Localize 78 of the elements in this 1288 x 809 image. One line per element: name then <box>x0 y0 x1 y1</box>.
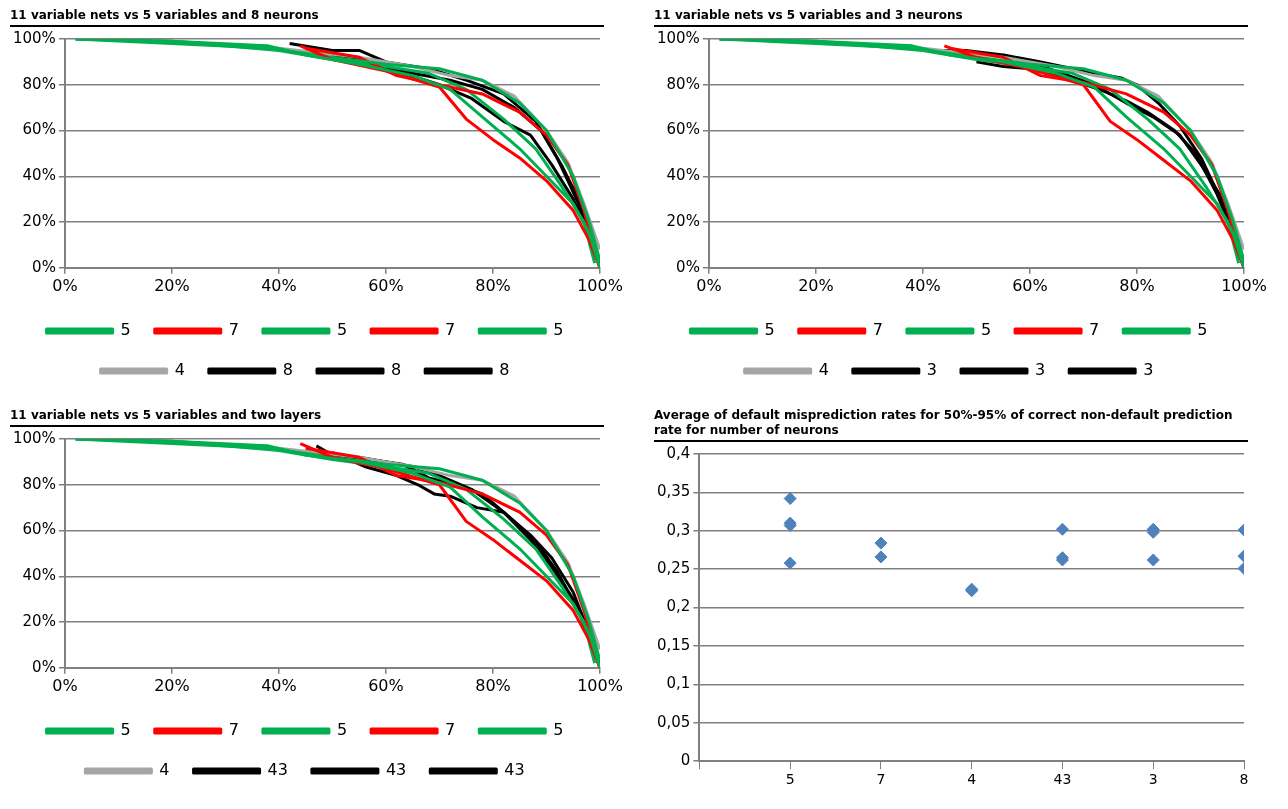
y-tick-label: 60% <box>22 520 56 539</box>
legend-label: 4 <box>818 360 829 380</box>
y-tick-label: 20% <box>666 211 700 230</box>
y-tick-label: 100% <box>12 428 56 447</box>
legend-label: 5 <box>336 320 348 340</box>
x-tick-label: 8 <box>1239 771 1249 788</box>
y-tick-label: 0,35 <box>656 482 691 501</box>
y-tick-label: 60% <box>22 120 56 139</box>
y-tick-label: 0,2 <box>666 597 691 616</box>
y-tick-label: 0,15 <box>656 635 691 654</box>
legend-label: 7 <box>228 320 239 340</box>
x-tick-label: 20% <box>154 675 190 695</box>
x-tick-label: 40% <box>905 275 941 295</box>
chart-title: 11 variable nets vs 5 variables and two layers <box>10 408 604 427</box>
y-tick-label: 80% <box>22 474 56 493</box>
legend-label: 4 <box>174 360 185 380</box>
x-tick-label: 43 <box>1053 771 1072 788</box>
y-tick-label: 80% <box>22 74 56 93</box>
legend-label: 5 <box>120 320 131 340</box>
x-tick-label: 60% <box>368 275 404 295</box>
x-tick-label: 80% <box>475 275 511 295</box>
y-tick-label: 0,05 <box>656 712 691 731</box>
legend-label: 7 <box>228 720 239 740</box>
x-tick-label: 20% <box>154 275 190 295</box>
legend-label: 7 <box>445 720 456 740</box>
legend-label: 7 <box>872 320 883 340</box>
chart-title: 11 variable nets vs 5 variables and 8 neurons <box>10 8 604 27</box>
legend-label: 5 <box>980 320 992 340</box>
y-tick-label: 0% <box>32 257 56 276</box>
legend-label: 5 <box>553 720 564 740</box>
x-tick-label: 80% <box>475 675 511 695</box>
x-tick-label: 0% <box>52 275 78 295</box>
legend-label: 5 <box>120 720 131 740</box>
y-tick-label: 100% <box>656 28 700 47</box>
legend-label: 5 <box>1197 320 1208 340</box>
y-tick-label: 80% <box>666 74 700 93</box>
legend-label: 5 <box>553 320 564 340</box>
y-tick-label: 40% <box>666 166 700 185</box>
x-tick-label: 40% <box>261 675 297 695</box>
y-tick-label: 0,25 <box>656 559 691 578</box>
y-tick-label: 100% <box>12 28 56 47</box>
x-tick-label: 0% <box>52 675 78 695</box>
y-tick-label: 40% <box>22 566 56 585</box>
y-tick-label: 0,3 <box>666 520 691 539</box>
y-tick-label: 60% <box>666 120 700 139</box>
x-tick-label: 100% <box>577 675 623 695</box>
x-tick-label: 80% <box>1119 275 1155 295</box>
x-tick-label: 5 <box>785 771 795 788</box>
y-tick-label: 20% <box>22 611 56 630</box>
chart-title: Average of default misprediction rates for 50%-95% of correct non-default prediction rate for number of neurons <box>654 408 1248 442</box>
y-tick-label: 0% <box>32 657 56 676</box>
legend-label: 5 <box>764 320 775 340</box>
legend-label: 8 <box>391 360 402 380</box>
legend-label: 5 <box>336 720 348 740</box>
x-tick-label: 20% <box>798 275 834 295</box>
chart-title: 11 variable nets vs 5 variables and 3 neurons <box>654 8 1248 27</box>
legend-label: 3 <box>1035 360 1046 380</box>
y-tick-label: 0,4 <box>666 443 691 462</box>
x-tick-label: 100% <box>1221 275 1267 295</box>
y-tick-label: 0 <box>680 751 691 770</box>
x-tick-label: 100% <box>577 275 623 295</box>
x-tick-label: 0% <box>696 275 722 295</box>
legend-label: 3 <box>1143 360 1154 380</box>
y-tick-label: 0,1 <box>666 674 691 693</box>
legend-label: 7 <box>1089 320 1100 340</box>
legend-label: 8 <box>499 360 510 380</box>
legend-label: 8 <box>282 360 294 380</box>
y-tick-label: 40% <box>22 166 56 185</box>
y-tick-label: 0% <box>676 257 700 276</box>
x-tick-label: 3 <box>1148 771 1158 788</box>
x-tick-label: 60% <box>1012 275 1048 295</box>
x-tick-label: 7 <box>876 771 886 788</box>
legend-label: 7 <box>445 320 456 340</box>
legend-label: 3 <box>926 360 938 380</box>
x-tick-label: 60% <box>368 675 404 695</box>
x-tick-label: 40% <box>261 275 297 295</box>
y-tick-label: 20% <box>22 211 56 230</box>
x-tick-label: 4 <box>967 771 977 788</box>
